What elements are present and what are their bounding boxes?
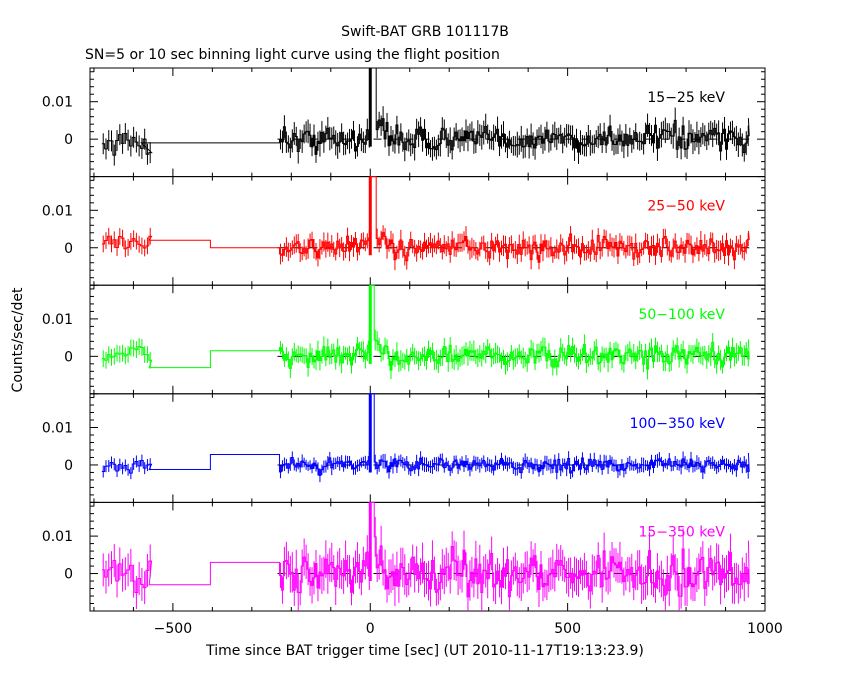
x-tick-label: 0 bbox=[366, 621, 375, 637]
series-label: 15−25 keV bbox=[647, 90, 725, 106]
y-axis-label: Counts/sec/det bbox=[10, 287, 26, 392]
series-line bbox=[101, 284, 750, 371]
chart-title: Swift-BAT GRB 101117B bbox=[341, 24, 509, 40]
x-tick-label: 1000 bbox=[747, 621, 783, 637]
y-tick-label: 0 bbox=[64, 458, 73, 474]
x-tick-label: −500 bbox=[154, 621, 192, 637]
panel-frame bbox=[89, 393, 766, 503]
y-tick-label: 0 bbox=[64, 241, 73, 257]
y-tick-label: 0 bbox=[64, 349, 73, 365]
panel-frame bbox=[89, 284, 766, 395]
panel-5: 0 0.01 15−350 keV bbox=[42, 501, 766, 612]
series-line bbox=[101, 501, 750, 598]
series-label: 25−50 keV bbox=[647, 199, 725, 215]
panel-1: 0 0.01 15−25 keV bbox=[42, 67, 766, 178]
y-tick-label: 0.01 bbox=[42, 529, 73, 545]
y-tick-label: 0 bbox=[64, 132, 73, 148]
panel-3: 0 0.01 50−100 keV bbox=[42, 284, 766, 395]
y-tick-label: 0.01 bbox=[42, 421, 73, 437]
chart-subtitle: SN=5 or 10 sec binning light curve using… bbox=[85, 47, 500, 63]
panel-frame bbox=[89, 501, 766, 612]
series-label: 15−350 keV bbox=[638, 524, 725, 540]
series-line bbox=[101, 67, 750, 156]
y-tick-label: 0.01 bbox=[42, 312, 73, 328]
series-line bbox=[101, 176, 750, 263]
series-label: 50−100 keV bbox=[638, 307, 725, 323]
panels: 0 0.01 15−25 keV 0 0.01 25−50 keV 0 0.01 50−100 … bbox=[42, 67, 783, 637]
y-tick-label: 0.01 bbox=[42, 95, 73, 111]
series-line bbox=[101, 393, 750, 476]
x-axis-label: Time since BAT trigger time [sec] (UT 20… bbox=[205, 643, 644, 659]
x-tick-label: 500 bbox=[554, 621, 581, 637]
series-label: 100−350 keV bbox=[630, 416, 726, 432]
panel-2: 0 0.01 25−50 keV bbox=[42, 176, 766, 286]
panel-4: 0 0.01 100−350 keV bbox=[42, 393, 766, 503]
y-tick-label: 0 bbox=[64, 567, 73, 583]
y-tick-label: 0.01 bbox=[42, 203, 73, 219]
